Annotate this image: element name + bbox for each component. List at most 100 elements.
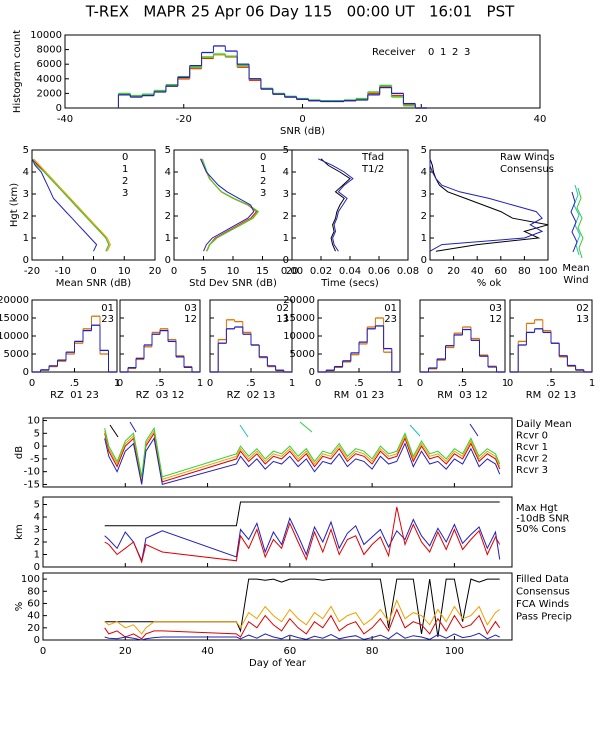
legend-entry: Consensus	[500, 164, 554, 175]
y-tick-label: 2	[23, 211, 29, 222]
x-tick-label: .5	[246, 378, 256, 389]
x-tick-label: 40	[534, 114, 547, 125]
y-tick-label: -15	[24, 479, 40, 490]
x-axis-label: RZ 01 23	[50, 390, 99, 401]
series-line	[104, 437, 501, 486]
x-axis-label: % ok	[477, 278, 502, 289]
legend-entry: 01	[384, 303, 397, 314]
y-tick-label: 3	[34, 525, 40, 536]
wind-barb	[570, 191, 578, 253]
x-tick-label: 0	[427, 266, 433, 277]
legend-entry: 1	[440, 47, 446, 58]
x-axis-label: RZ 03 12	[136, 390, 185, 401]
x-tick-label: -20	[176, 114, 192, 125]
x-tick-label: .5	[155, 378, 165, 389]
legend-entry: 0	[122, 152, 128, 163]
barb	[129, 421, 137, 433]
x-axis-label: RM 03 12	[437, 390, 488, 401]
x-tick-label: 1	[589, 378, 595, 389]
y-tick-label: 2	[165, 211, 171, 222]
x-tick-label: 20	[119, 646, 132, 657]
x-tick-label: 1	[197, 378, 203, 389]
legend-entry: Consensus	[516, 587, 570, 598]
x-tick-label: 20	[286, 266, 299, 277]
y-tick-label: 2	[34, 537, 40, 548]
y-tick-label: 4	[165, 167, 171, 178]
x-tick-label: 0.00	[281, 266, 303, 277]
legend-entry: Rcvr 0	[516, 431, 548, 442]
x-tick-label: .5	[354, 378, 364, 389]
x-tick-label: 80	[366, 646, 379, 657]
plot-frame	[429, 149, 549, 261]
y-tick-label: 5000	[290, 349, 315, 360]
x-tick-label: 0	[417, 378, 423, 389]
series-line	[104, 426, 501, 478]
series-line	[104, 599, 500, 635]
barb	[469, 423, 479, 437]
legend-entry: 13	[576, 314, 589, 325]
legend-entry: Max Hgt	[516, 503, 558, 514]
y-tick-label: 4	[283, 167, 289, 178]
plot-frame	[42, 572, 513, 641]
x-axis-label: Day of Year	[249, 658, 307, 669]
y-tick-label: 4	[421, 167, 427, 178]
y-tick-label: 0	[283, 255, 289, 266]
y-tick-label: 0	[34, 441, 40, 452]
chart-panel: 0.00 0.02 0.04 0.06 0.08 0 1 2 3 4 5 Time (secs) Tfa…	[281, 145, 419, 289]
profile-line	[31, 158, 110, 252]
plot-frame	[42, 417, 513, 488]
legend-entry: 3	[464, 47, 470, 58]
y-tick-label: 5	[34, 500, 40, 511]
page-title: T-REX MAPR 25 Apr 06 Day 115 00:00 UT 16…	[85, 3, 515, 21]
y-tick-label: 4	[23, 167, 29, 178]
daily-barbs	[109, 421, 479, 438]
legend-entry: 1	[260, 164, 266, 175]
x-tick-label: -40	[57, 114, 73, 125]
legend-entry: -10dB SNR	[516, 514, 570, 525]
x-tick-label: 40	[471, 266, 484, 277]
y-tick-label: 60	[27, 598, 40, 609]
x-tick-label: 0	[90, 266, 96, 277]
x-axis-label: Std Dev SNR (dB)	[189, 278, 277, 289]
x-tick-label: 1	[114, 378, 120, 389]
y-tick-label: 1	[421, 233, 427, 244]
y-tick-label: 6000	[37, 59, 62, 70]
y-tick-label: 0	[165, 255, 171, 266]
profile-line	[429, 158, 549, 252]
mean-wind-label: Mean	[562, 263, 589, 274]
y-tick-label: 3	[283, 189, 289, 200]
x-tick-label: 15	[256, 266, 269, 277]
x-tick-label: 0	[299, 114, 305, 125]
plot-frame	[42, 496, 513, 568]
y-tick-label: 0	[23, 367, 29, 378]
legend-entry: Tfad	[361, 152, 384, 163]
y-tick-label: 3	[23, 189, 29, 200]
x-tick-label: 80	[518, 266, 531, 277]
x-tick-label: 0	[29, 378, 35, 389]
x-tick-label: 0	[507, 378, 513, 389]
legend-entry: 12	[489, 314, 502, 325]
legend-entry: 2	[122, 176, 128, 187]
profile-line	[429, 158, 544, 252]
y-tick-label: 40	[27, 611, 40, 622]
y-tick-label: 5000	[4, 349, 29, 360]
y-tick-label: 20000	[0, 295, 29, 306]
x-axis-label: RM 02 13	[526, 390, 577, 401]
legend-entry: Pass Precip	[516, 612, 572, 623]
x-axis-label: SNR (dB)	[280, 126, 325, 137]
legend-entry: 0	[428, 47, 434, 58]
y-tick-label: 5	[23, 145, 29, 156]
x-tick-label: 60	[494, 266, 507, 277]
x-tick-label: 100	[538, 266, 557, 277]
x-axis-label: Time (secs)	[320, 278, 379, 289]
barb	[239, 424, 249, 438]
x-tick-label: 1	[289, 378, 295, 389]
